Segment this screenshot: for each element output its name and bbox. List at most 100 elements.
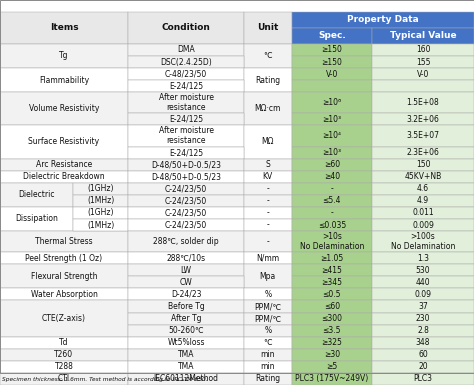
Bar: [292, 171, 372, 183]
Bar: [73, 183, 128, 195]
Text: Water Absorption: Water Absorption: [30, 290, 98, 299]
Text: D-24/23: D-24/23: [171, 290, 201, 299]
Text: 0.011: 0.011: [412, 208, 434, 218]
Bar: [244, 252, 292, 264]
Text: Dissipation: Dissipation: [15, 214, 58, 223]
Bar: [244, 313, 292, 325]
Text: N/mm: N/mm: [256, 254, 279, 263]
Bar: [128, 92, 244, 113]
Text: CTI: CTI: [58, 375, 70, 383]
Bar: [372, 92, 474, 113]
Text: %: %: [264, 326, 272, 335]
Text: ≥10⁴: ≥10⁴: [322, 131, 341, 141]
Bar: [372, 28, 474, 44]
Text: Typical Value: Typical Value: [390, 31, 456, 40]
Text: LW: LW: [181, 266, 191, 275]
Bar: [0, 373, 128, 385]
Text: C-24/23/50: C-24/23/50: [165, 196, 207, 205]
Bar: [292, 349, 372, 361]
Bar: [292, 313, 372, 325]
Text: V-0: V-0: [417, 70, 429, 79]
Bar: [244, 126, 292, 159]
Bar: [372, 373, 474, 385]
Bar: [292, 147, 372, 159]
Text: ≥345: ≥345: [321, 278, 342, 287]
Text: ≥30: ≥30: [324, 350, 340, 359]
Bar: [0, 231, 128, 252]
Bar: [128, 313, 244, 325]
Text: 4.6: 4.6: [417, 184, 429, 193]
Bar: [292, 80, 372, 92]
Text: Before Tg: Before Tg: [168, 302, 204, 311]
Text: CW: CW: [180, 278, 192, 287]
Text: 0.009: 0.009: [412, 221, 434, 229]
Bar: [372, 219, 474, 231]
Bar: [244, 207, 292, 219]
Text: D-48/50+D-0.5/23: D-48/50+D-0.5/23: [151, 172, 221, 181]
Bar: [128, 349, 244, 361]
Bar: [292, 12, 474, 28]
Bar: [372, 147, 474, 159]
Text: 20: 20: [418, 362, 428, 372]
Text: -: -: [330, 184, 333, 193]
Bar: [128, 373, 244, 385]
Bar: [244, 159, 292, 171]
Bar: [128, 276, 244, 288]
Bar: [372, 68, 474, 80]
Text: ≥150: ≥150: [321, 45, 342, 54]
Text: 60: 60: [418, 350, 428, 359]
Bar: [292, 183, 372, 195]
Bar: [128, 56, 244, 68]
Bar: [292, 68, 372, 80]
Text: Tg: Tg: [59, 52, 69, 60]
Bar: [292, 231, 372, 252]
Text: 530: 530: [416, 266, 430, 275]
Text: ≤0.035: ≤0.035: [318, 221, 346, 229]
Bar: [0, 349, 128, 361]
Bar: [372, 171, 474, 183]
Bar: [292, 276, 372, 288]
Bar: [128, 231, 244, 252]
Text: ≥10³: ≥10³: [322, 115, 341, 124]
Text: ℃: ℃: [264, 52, 272, 60]
Text: Unit: Unit: [257, 23, 279, 32]
Text: (1MHz): (1MHz): [87, 221, 114, 229]
Bar: [0, 44, 128, 68]
Text: 348: 348: [416, 338, 430, 347]
Text: 3.5E+07: 3.5E+07: [407, 131, 439, 141]
Text: KV: KV: [263, 172, 273, 181]
Bar: [128, 300, 244, 313]
Bar: [244, 219, 292, 231]
Bar: [128, 361, 244, 373]
Text: Condition: Condition: [162, 23, 210, 32]
Bar: [292, 28, 372, 44]
Text: ≤60: ≤60: [324, 302, 340, 311]
Text: Td: Td: [59, 338, 69, 347]
Text: After Tg: After Tg: [171, 314, 201, 323]
Text: Items: Items: [50, 23, 78, 32]
Bar: [73, 219, 128, 231]
Bar: [372, 361, 474, 373]
Text: ≥415: ≥415: [321, 266, 342, 275]
Bar: [0, 171, 128, 183]
Bar: [372, 300, 474, 313]
Bar: [292, 361, 372, 373]
Text: (1MHz): (1MHz): [87, 196, 114, 205]
Text: E-24/125: E-24/125: [169, 148, 203, 157]
Bar: [128, 337, 244, 349]
Bar: [292, 300, 372, 313]
Text: 160: 160: [416, 45, 430, 54]
Text: PPM/℃: PPM/℃: [254, 314, 282, 323]
Text: (1GHz): (1GHz): [88, 184, 114, 193]
Bar: [128, 183, 244, 195]
Text: ≥1.05: ≥1.05: [320, 254, 344, 263]
Text: -: -: [266, 208, 269, 218]
Bar: [372, 159, 474, 171]
Text: (1GHz): (1GHz): [88, 208, 114, 218]
Text: Rating: Rating: [255, 75, 281, 85]
Bar: [128, 159, 244, 171]
Text: ≥10⁶: ≥10⁶: [322, 98, 341, 107]
Text: D-48/50+D-0.5/23: D-48/50+D-0.5/23: [151, 160, 221, 169]
Text: ≥60: ≥60: [324, 160, 340, 169]
Text: ℃: ℃: [264, 338, 272, 347]
